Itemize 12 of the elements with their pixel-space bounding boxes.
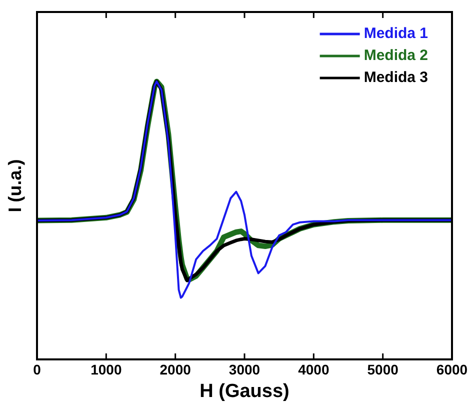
y-axis-title: I (u.a.) <box>4 159 25 212</box>
x-tick-label: 1000 <box>90 362 122 378</box>
x-axis-title: H (Gauss) <box>200 380 290 402</box>
x-tick-label: 5000 <box>367 362 399 378</box>
legend-label: Medida 2 <box>364 47 428 64</box>
x-tick-label: 3000 <box>228 362 260 378</box>
x-tick-label: 4000 <box>298 362 330 378</box>
x-tick-label: 6000 <box>436 362 468 378</box>
legend-label: Medida 3 <box>364 69 428 86</box>
x-tick-label: 2000 <box>160 362 192 378</box>
legend-label: Medida 1 <box>364 25 428 42</box>
x-tick-label: 0 <box>33 362 42 378</box>
